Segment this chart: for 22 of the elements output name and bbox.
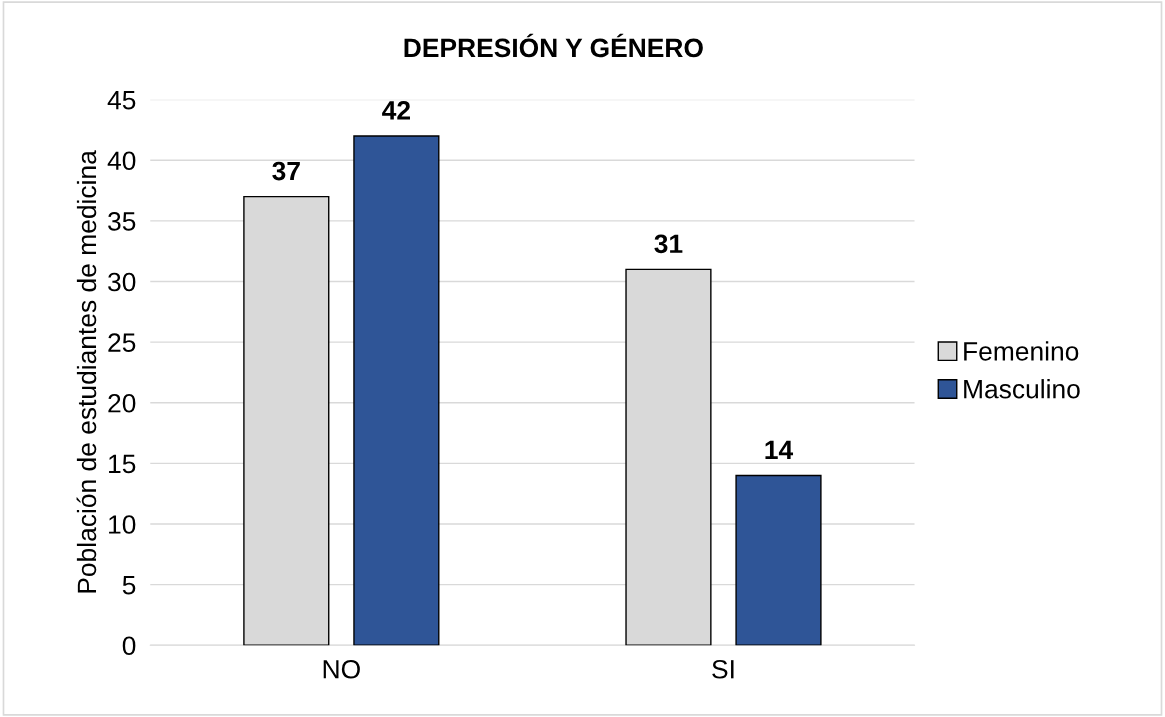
legend-label: Masculino <box>964 379 1080 399</box>
bar <box>353 135 440 646</box>
y-tick-label: 35 <box>108 212 136 231</box>
data-label: 31 <box>654 234 683 254</box>
y-tick-label: 40 <box>107 151 136 171</box>
data-label: 37 <box>272 161 300 181</box>
y-tick-label: 10 <box>109 515 136 534</box>
legend-label: Femenino <box>964 341 1079 361</box>
y-tick-label: 0 <box>122 636 136 656</box>
x-tick-label: NO <box>323 659 360 679</box>
y-tick-label: 25 <box>108 333 136 352</box>
data-label: 42 <box>382 101 410 120</box>
y-tick-label: 15 <box>109 454 136 474</box>
y-tick-label: 30 <box>108 272 136 292</box>
chart-title: DEPRESIÓN Y GÉNERO <box>404 33 703 58</box>
y-tick-label: 20 <box>108 393 136 413</box>
y-tick-label: 45 <box>107 91 136 110</box>
bar <box>735 474 822 646</box>
y-tick-label: 5 <box>122 576 136 595</box>
y-axis-title: Población de estudiantes de medicina <box>76 150 97 593</box>
x-tick-label: SI <box>712 659 734 679</box>
data-label: 14 <box>765 440 794 459</box>
